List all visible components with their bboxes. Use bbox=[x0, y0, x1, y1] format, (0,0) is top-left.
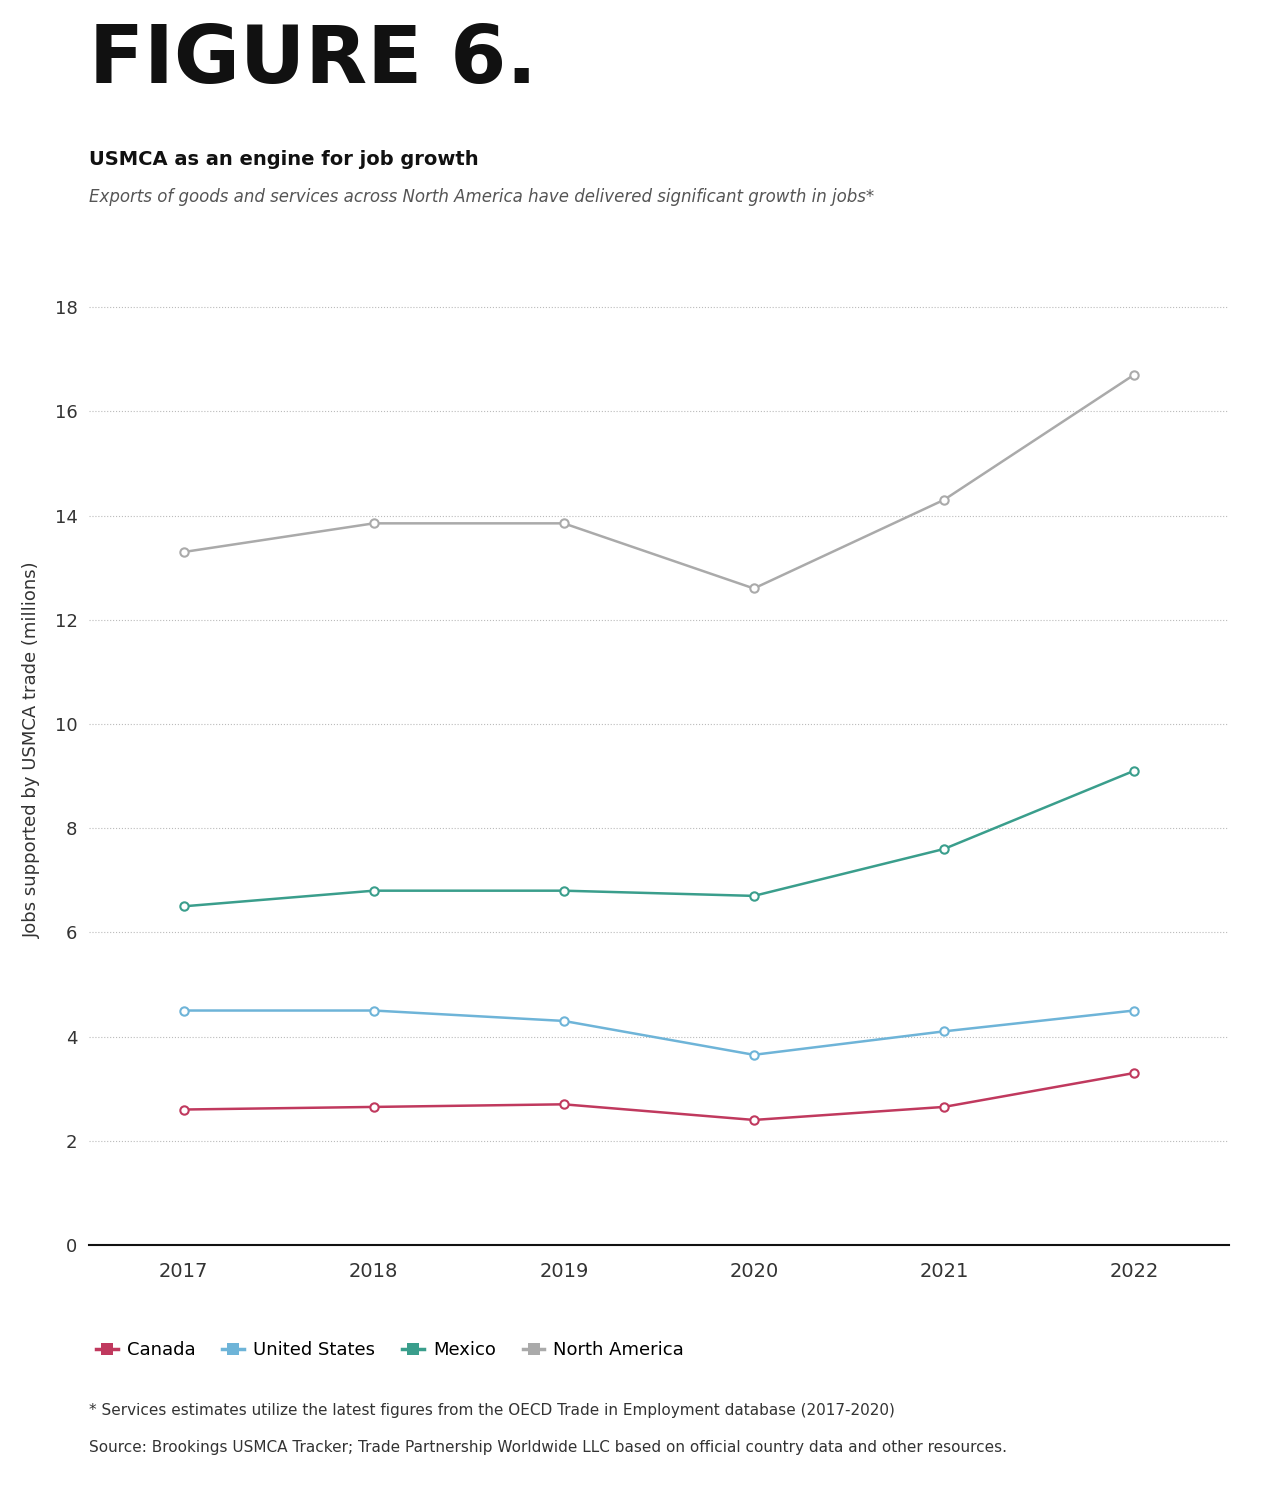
Y-axis label: Jobs supported by USMCA trade (millions): Jobs supported by USMCA trade (millions) bbox=[23, 561, 41, 939]
Text: USMCA as an engine for job growth: USMCA as an engine for job growth bbox=[89, 150, 479, 170]
Text: Exports of goods and services across North America have delivered significant gr: Exports of goods and services across Nor… bbox=[89, 188, 874, 206]
Text: FIGURE 6.: FIGURE 6. bbox=[89, 22, 537, 100]
Legend: Canada, United States, Mexico, North America: Canada, United States, Mexico, North Ame… bbox=[89, 1334, 692, 1366]
Text: Source: Brookings USMCA Tracker; Trade Partnership Worldwide LLC based on offici: Source: Brookings USMCA Tracker; Trade P… bbox=[89, 1440, 1007, 1455]
Text: * Services estimates utilize the latest figures from the OECD Trade in Employmen: * Services estimates utilize the latest … bbox=[89, 1402, 895, 1417]
